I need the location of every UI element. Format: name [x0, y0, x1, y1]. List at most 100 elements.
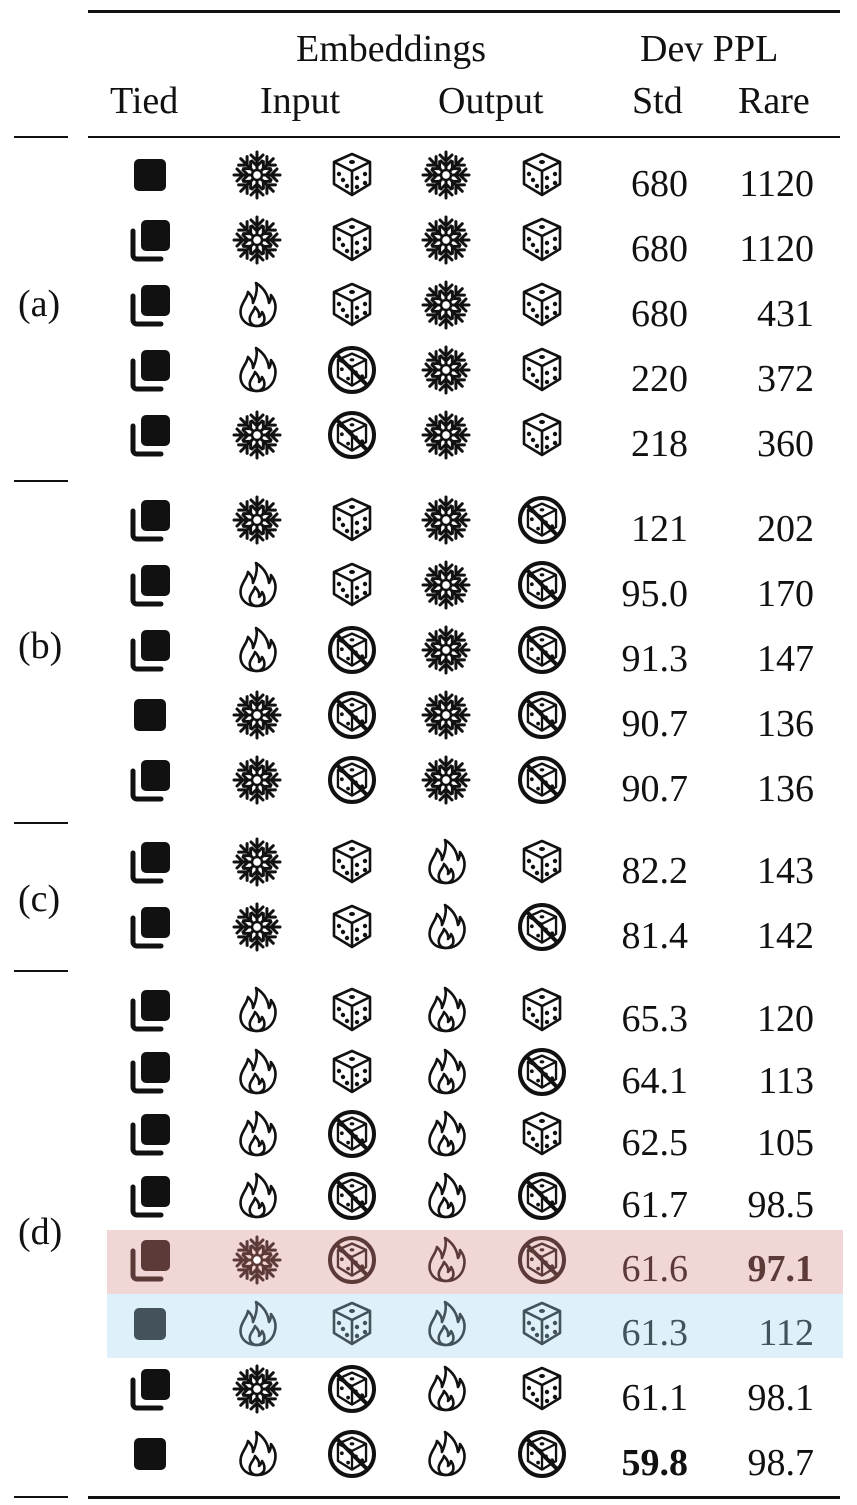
header-tied: Tied	[110, 80, 179, 122]
crossed-dice-icon	[516, 494, 568, 546]
single-square-icon	[124, 689, 176, 741]
snowflake-icon	[420, 344, 472, 396]
snowflake-icon	[231, 901, 283, 953]
snowflake-icon	[231, 754, 283, 806]
snowflake-icon	[420, 754, 472, 806]
std-ppl-value: 91.3	[621, 638, 689, 680]
dice-icon	[516, 1108, 568, 1160]
crossed-dice-icon	[516, 624, 568, 676]
snowflake-icon	[231, 149, 283, 201]
row-highlight-blue	[107, 1294, 843, 1358]
dice-icon	[516, 149, 568, 201]
dice-icon	[516, 836, 568, 888]
dice-icon	[326, 1046, 378, 1098]
stacked-squares-icon	[124, 1234, 176, 1286]
stacked-squares-icon	[124, 279, 176, 331]
std-ppl-value: 82.2	[621, 850, 689, 892]
std-ppl-value: 64.1	[621, 1060, 689, 1102]
flame-icon	[231, 1298, 283, 1350]
crossed-dice-icon	[516, 901, 568, 953]
flame-icon	[231, 559, 283, 611]
std-ppl-value: 61.7	[621, 1184, 689, 1226]
std-ppl-value: 680	[631, 293, 688, 335]
header-input: Input	[260, 80, 341, 122]
std-ppl-value: 62.5	[621, 1122, 689, 1164]
crossed-dice-icon	[516, 1234, 568, 1286]
stacked-squares-icon	[124, 1046, 176, 1098]
header-dev-ppl: Dev PPL	[640, 28, 779, 70]
snowflake-icon	[231, 1363, 283, 1415]
group-label-d: (d)	[18, 1211, 63, 1253]
stacked-squares-icon	[124, 1170, 176, 1222]
rare-ppl-value: 431	[757, 293, 814, 335]
flame-icon	[420, 1170, 472, 1222]
stacked-squares-icon	[124, 409, 176, 461]
header-std: Std	[632, 80, 683, 122]
crossed-dice-icon	[516, 559, 568, 611]
stacked-squares-icon	[124, 901, 176, 953]
rare-ppl-value: 142	[757, 915, 814, 957]
rare-ppl-value: 170	[757, 573, 814, 615]
snowflake-icon	[231, 836, 283, 888]
crossed-dice-icon	[516, 689, 568, 741]
crossed-dice-icon	[326, 344, 378, 396]
crossed-dice-icon	[326, 1108, 378, 1160]
flame-icon	[420, 1428, 472, 1480]
flame-icon	[231, 624, 283, 676]
std-ppl-value: 65.3	[621, 998, 689, 1040]
dice-icon	[516, 214, 568, 266]
flame-icon	[420, 901, 472, 953]
top-rule	[88, 10, 840, 13]
rare-ppl-value: 202	[757, 508, 814, 550]
group-separator	[14, 136, 68, 138]
std-ppl-value: 90.7	[621, 768, 689, 810]
crossed-dice-icon	[326, 409, 378, 461]
std-ppl-value: 218	[631, 423, 688, 465]
snowflake-icon	[420, 559, 472, 611]
dice-icon	[326, 901, 378, 953]
header-embeddings: Embeddings	[296, 28, 486, 70]
stacked-squares-icon	[124, 624, 176, 676]
snowflake-icon	[231, 494, 283, 546]
flame-icon	[231, 984, 283, 1036]
group-label-a: (a)	[18, 283, 61, 325]
rare-ppl-value: 105	[757, 1122, 814, 1164]
group-separator	[14, 480, 68, 482]
rare-ppl-value: 136	[757, 768, 814, 810]
std-ppl-value: 680	[631, 228, 688, 270]
dice-icon	[516, 984, 568, 1036]
snowflake-icon	[420, 624, 472, 676]
dice-icon	[516, 344, 568, 396]
flame-icon	[420, 984, 472, 1036]
snowflake-icon	[420, 494, 472, 546]
flame-icon	[231, 1046, 283, 1098]
std-ppl-value: 61.3	[621, 1312, 689, 1354]
group-label-c: (c)	[18, 878, 61, 920]
snowflake-icon	[420, 279, 472, 331]
row-highlight-red	[107, 1230, 843, 1294]
rare-ppl-value: 98.5	[747, 1184, 815, 1226]
dice-icon	[516, 409, 568, 461]
stacked-squares-icon	[124, 214, 176, 266]
flame-icon	[420, 836, 472, 888]
group-label-b: (b)	[18, 625, 63, 667]
std-ppl-value: 61.1	[621, 1377, 689, 1419]
crossed-dice-icon	[326, 1234, 378, 1286]
rare-ppl-value: 1120	[739, 163, 814, 205]
stacked-squares-icon	[124, 559, 176, 611]
header-output: Output	[438, 80, 544, 122]
stacked-squares-icon	[124, 836, 176, 888]
stacked-squares-icon	[124, 494, 176, 546]
flame-icon	[231, 1170, 283, 1222]
flame-icon	[231, 344, 283, 396]
crossed-dice-icon	[516, 754, 568, 806]
crossed-dice-icon	[516, 1428, 568, 1480]
stacked-squares-icon	[124, 1363, 176, 1415]
std-ppl-value: 61.6	[621, 1248, 689, 1290]
single-square-icon	[124, 1298, 176, 1350]
dice-icon	[326, 214, 378, 266]
rare-ppl-value: 147	[757, 638, 814, 680]
rare-ppl-value: 112	[758, 1312, 814, 1354]
crossed-dice-icon	[326, 1363, 378, 1415]
single-square-icon	[124, 149, 176, 201]
